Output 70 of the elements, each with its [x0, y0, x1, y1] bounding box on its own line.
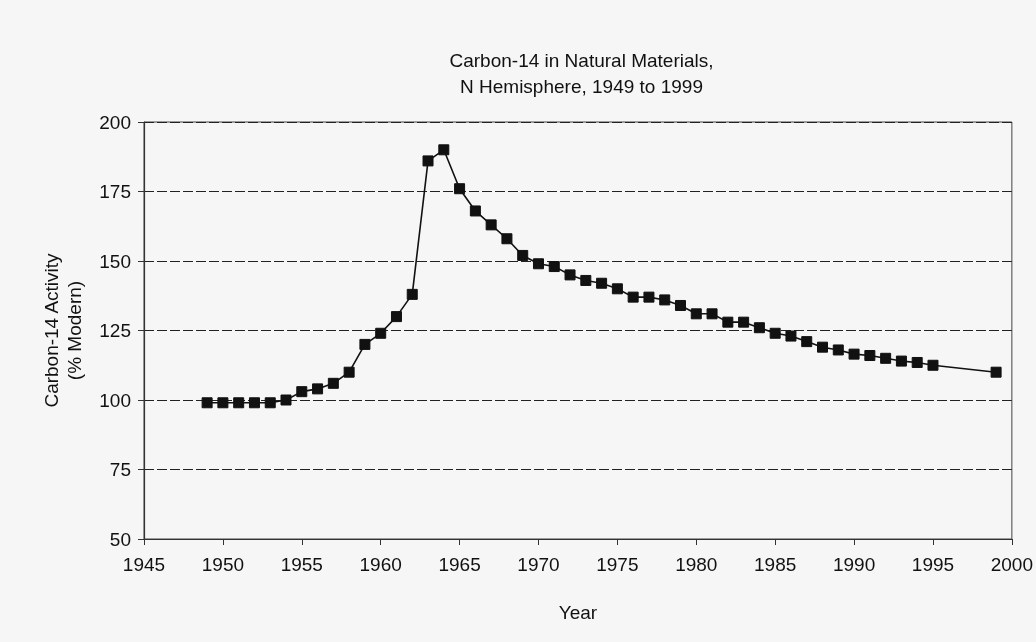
point	[769, 327, 781, 339]
point	[911, 356, 923, 368]
point	[690, 308, 702, 320]
y-tick-label: 100	[99, 389, 131, 411]
point	[927, 359, 939, 371]
point	[422, 155, 434, 167]
y-axis-title: Carbon-14 Activity (% Modern)	[41, 252, 85, 408]
y-tick-label: 75	[109, 459, 131, 480]
point	[627, 291, 639, 303]
point	[817, 341, 829, 353]
y-tick-label: 50	[109, 528, 131, 550]
x-tick-label: 1950	[201, 554, 245, 575]
x-tick-label: 1980	[675, 554, 718, 575]
point	[611, 283, 623, 295]
point	[217, 397, 229, 409]
point	[375, 327, 387, 339]
x-tick-label: 1960	[359, 554, 402, 575]
y-tick-label: 150	[99, 250, 131, 272]
point	[485, 219, 497, 231]
point	[675, 299, 686, 311]
point	[753, 322, 765, 334]
x-tick-label: 1965	[438, 554, 481, 575]
point	[390, 311, 402, 323]
point	[501, 233, 513, 245]
point	[469, 205, 481, 217]
point	[359, 338, 371, 350]
point	[580, 274, 592, 286]
point	[864, 350, 876, 362]
point	[832, 344, 844, 356]
x-tick-label: 1975	[596, 554, 639, 575]
x-axis-title: Year	[558, 602, 598, 623]
point	[785, 330, 797, 342]
point	[880, 352, 892, 364]
x-tick-label: 1945	[122, 554, 166, 575]
x-tick-label: 1995	[911, 554, 955, 575]
point	[895, 355, 907, 367]
point	[233, 397, 245, 409]
x-tick-label: 2000	[990, 554, 1034, 575]
x-tick-label: 1970	[517, 554, 560, 575]
chart-title: Carbon-14 in Natural Materials, N Hemisphere, 1949 to 1999	[449, 49, 714, 97]
point	[312, 383, 324, 395]
point	[406, 288, 418, 300]
point	[643, 291, 655, 303]
point	[201, 397, 213, 409]
point	[564, 269, 576, 281]
point	[722, 316, 734, 328]
x-tick-label: 1990	[832, 554, 876, 575]
point	[659, 294, 671, 306]
x-tick-label: 1955	[280, 554, 323, 575]
y-tick-label: 125	[99, 320, 131, 341]
point	[548, 261, 560, 273]
point	[454, 183, 466, 195]
point	[296, 386, 308, 398]
point	[706, 308, 718, 320]
x-tick-label: 1985	[754, 554, 797, 575]
point	[343, 366, 355, 378]
point	[517, 249, 529, 261]
point	[248, 397, 260, 409]
point	[280, 394, 292, 406]
point	[532, 258, 544, 270]
point	[990, 366, 1002, 378]
point	[596, 277, 608, 289]
point	[738, 316, 750, 328]
point	[801, 336, 813, 348]
point	[264, 397, 276, 409]
y-tick-label: 200	[99, 111, 131, 133]
y-tick-label: 175	[99, 181, 131, 202]
point	[327, 377, 339, 389]
point	[848, 348, 860, 360]
point	[438, 144, 450, 156]
